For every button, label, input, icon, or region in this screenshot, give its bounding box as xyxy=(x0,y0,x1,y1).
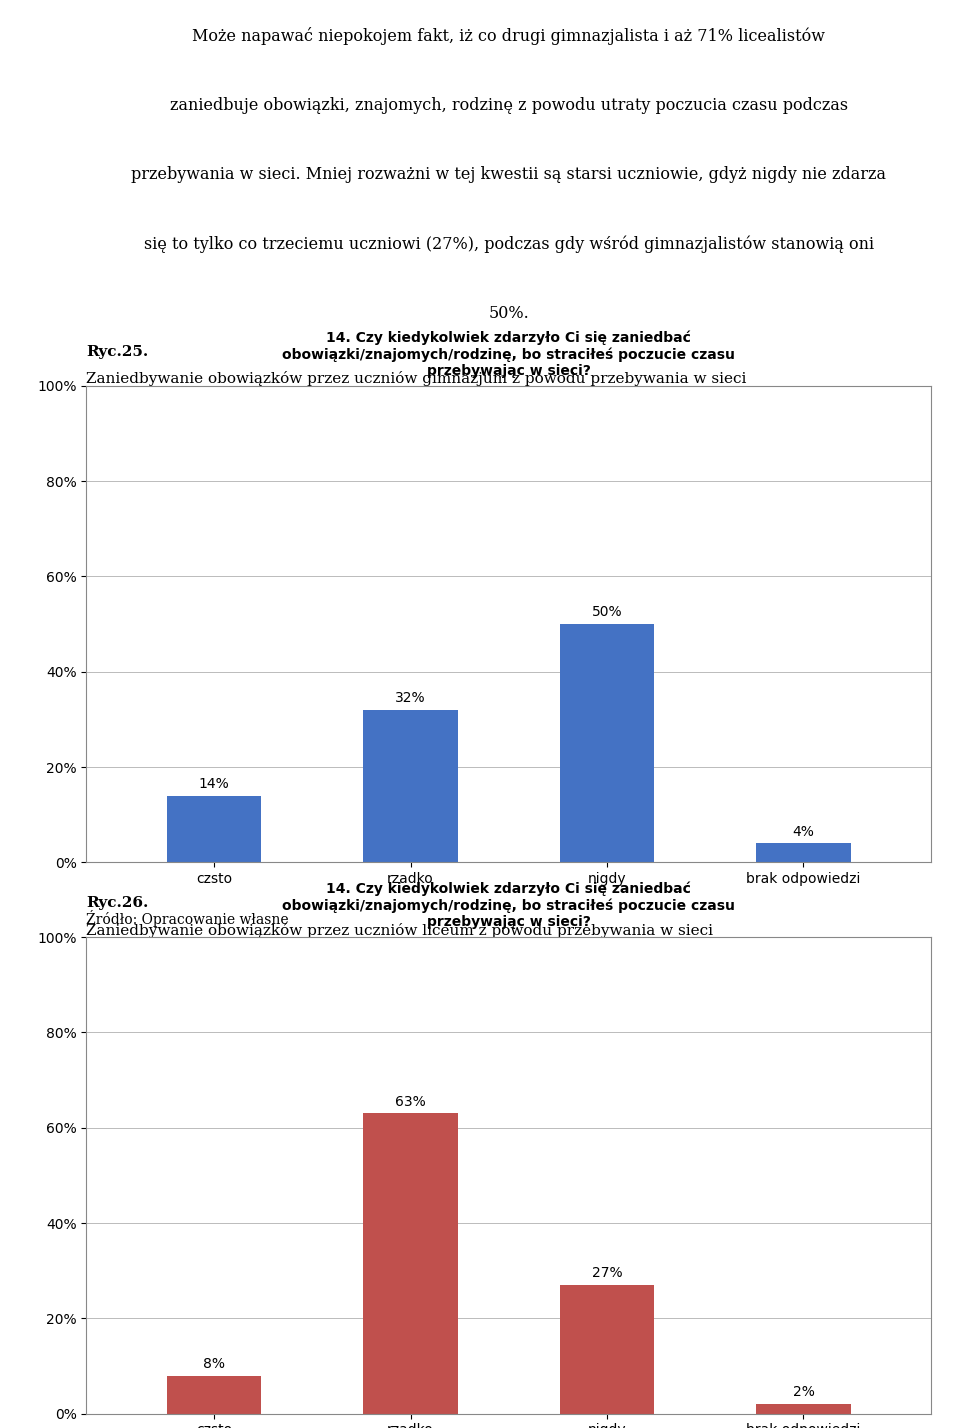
Text: 63%: 63% xyxy=(396,1095,426,1108)
Text: 8%: 8% xyxy=(204,1357,225,1371)
Title: 14. Czy kiedykolwiek zdarzyło Ci się zaniedbać
obowiązki/znajomych/rodzinę, bo s: 14. Czy kiedykolwiek zdarzyło Ci się zan… xyxy=(282,881,735,930)
Bar xyxy=(364,1114,458,1414)
Text: 4%: 4% xyxy=(793,824,814,838)
Text: Może napawać niepokojem fakt, iż co drugi gimnazjalista i aż 71% licealistów: Może napawać niepokojem fakt, iż co drug… xyxy=(192,27,826,46)
Text: 32%: 32% xyxy=(396,691,426,705)
Text: 27%: 27% xyxy=(591,1267,622,1281)
Bar xyxy=(560,1285,654,1414)
Text: Ryc.25.: Ryc.25. xyxy=(86,344,149,358)
Bar xyxy=(364,710,458,863)
Text: 50%.: 50%. xyxy=(489,306,529,323)
Text: Ryc.26.: Ryc.26. xyxy=(86,895,149,910)
Text: 2%: 2% xyxy=(793,1385,814,1399)
Text: zaniedbuje obowiązki, znajomych, rodzinę z powodu utraty poczucia czasu podczas: zaniedbuje obowiązki, znajomych, rodzinę… xyxy=(170,97,848,114)
Title: 14. Czy kiedykolwiek zdarzyło Ci się zaniedbać
obowiązki/znajomych/rodzinę, bo s: 14. Czy kiedykolwiek zdarzyło Ci się zan… xyxy=(282,330,735,378)
Bar xyxy=(756,1404,851,1414)
Text: przebywania w sieci. Mniej rozważni w tej kwestii są starsi uczniowie, gdyż nigd: przebywania w sieci. Mniej rozważni w te… xyxy=(132,166,886,183)
Bar xyxy=(167,795,261,863)
Bar xyxy=(756,844,851,863)
Text: Źródło: Opracowanie własne: Źródło: Opracowanie własne xyxy=(86,910,289,927)
Bar xyxy=(560,624,654,863)
Text: 50%: 50% xyxy=(591,605,622,620)
Text: Zaniedbywanie obowiązków przez uczniów liceum z powodu przebywania w sieci: Zaniedbywanie obowiązków przez uczniów l… xyxy=(86,922,713,938)
Text: 14%: 14% xyxy=(199,777,229,791)
Text: się to tylko co trzeciemu uczniowi (27%), podczas gdy wśród gimnazjalistów stano: się to tylko co trzeciemu uczniowi (27%)… xyxy=(144,236,874,253)
Text: Zaniedbywanie obowiązków przez uczniów gimnazjum z powodu przebywania w sieci: Zaniedbywanie obowiązków przez uczniów g… xyxy=(86,371,747,387)
Bar xyxy=(167,1375,261,1414)
